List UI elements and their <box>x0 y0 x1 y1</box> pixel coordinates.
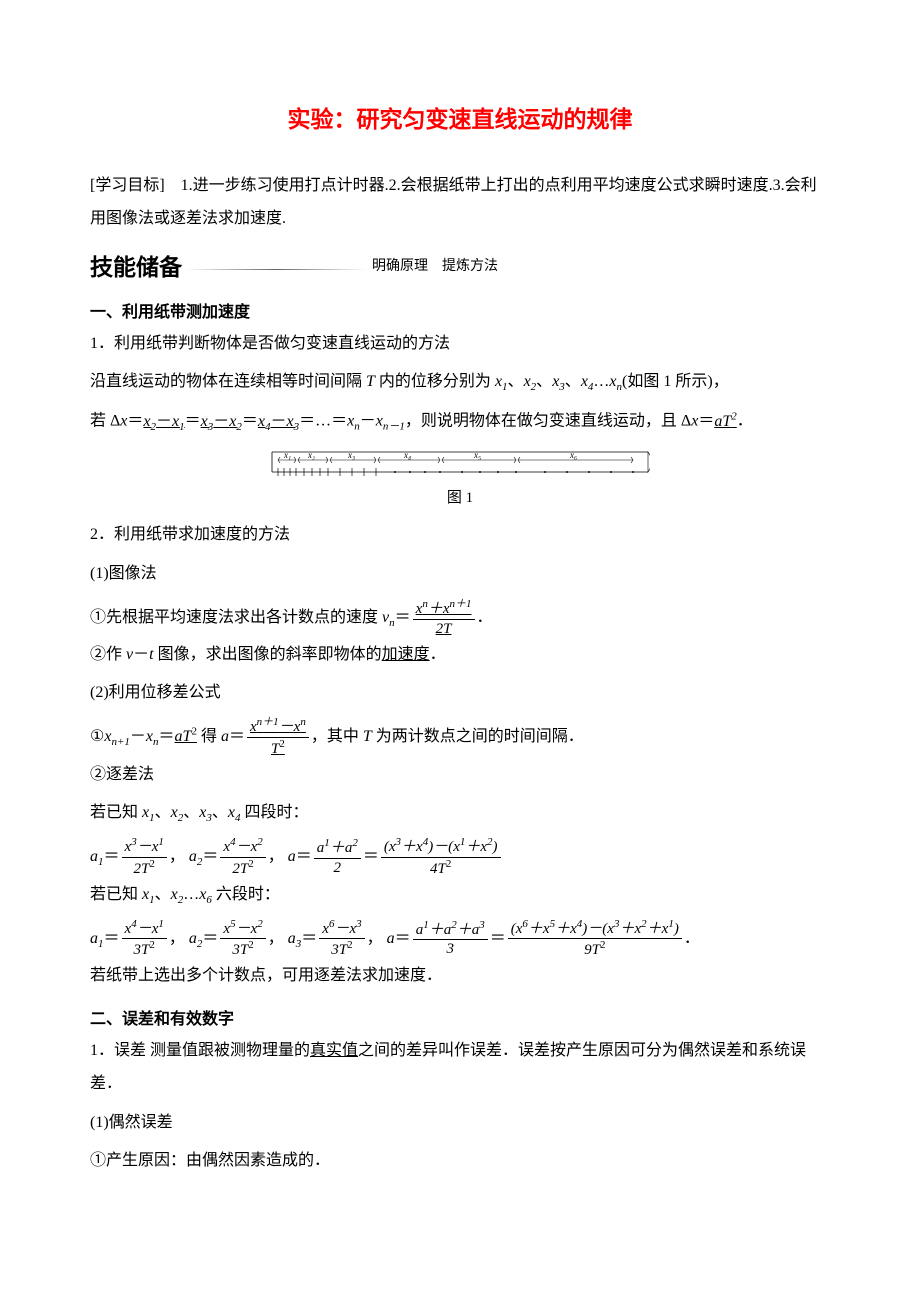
section-1-heading: 一、利用纸带测加速度 <box>90 298 830 322</box>
sec1-p2c: (如图 1 所示)， <box>622 373 729 390</box>
objectives-text: [学习目标] 1.进一步练习使用打点计时器.2.会根据纸带上打出的点利用平均速度… <box>90 170 830 236</box>
method-1: (1)图像法 <box>90 558 830 591</box>
sec1-p2b: 内的位移分别为 <box>375 373 495 390</box>
svg-text:x₄: x₄ <box>403 450 411 460</box>
svg-text:x₆: x₆ <box>569 450 577 460</box>
svg-text:x₅: x₅ <box>473 450 481 460</box>
banner-label: 技能储备 <box>90 248 186 282</box>
sec1-p3a: 若 Δ <box>90 413 120 430</box>
sec3-p3: ①产生原因：由偶然因素造成的． <box>90 1145 830 1178</box>
figure-1-caption: 图 1 <box>90 486 830 507</box>
case-4-formula: a1＝x3－x12T2， a2＝x4－x22T2， a＝a1＋a22＝(x3＋x… <box>90 836 830 879</box>
method-1a: ①先根据平均速度法求出各计数点的速度 vn＝xn＋xn＋12T． <box>90 597 830 639</box>
method-2: (2)利用位移差公式 <box>90 677 830 710</box>
sec1-p3mid: ，则说明物体在做匀变速直线运动，且 Δ <box>405 413 691 430</box>
banner-subtitle: 明确原理 提炼方法 <box>372 255 498 275</box>
sec2-note: 若纸带上选出多个计数点，可用逐差法求加速度． <box>90 960 830 993</box>
method-2a: ①xn+1－xn＝aT2 得 a＝xn＋1－xnT2，其中 T 为两计数点之间的… <box>90 716 830 759</box>
case-6: 若已知 x1、x2…x6 六段时： <box>90 879 830 912</box>
section-2-heading: 二、误差和有效数字 <box>90 1005 830 1029</box>
sec1-p3end: ． <box>737 413 753 430</box>
sec3-p1: 1．误差 测量值跟被测物理量的真实值之间的差异叫作误差．误差按产生原因可分为偶然… <box>90 1035 830 1101</box>
page-title: 实验：研究匀变速直线运动的规律 <box>90 100 830 134</box>
svg-text:x₃: x₃ <box>347 450 355 460</box>
case-4: 若已知 x1、x2、x3、x4 四段时： <box>90 797 830 830</box>
sec2-title: 2．利用纸带求加速度的方法 <box>90 519 830 552</box>
method-2b: ②逐差法 <box>90 759 830 792</box>
svg-text:x₁: x₁ <box>283 450 291 460</box>
skills-banner: 技能储备 明确原理 提炼方法 <box>90 250 830 280</box>
case-6-formula: a1＝x4－x13T2， a2＝x5－x23T2， a3＝x6－x33T2， a… <box>90 918 830 961</box>
method-1b: ②作 v－t 图像，求出图像的斜率即物体的加速度． <box>90 639 830 672</box>
svg-text:x₂: x₂ <box>307 450 315 460</box>
sec1-p3: 若 Δx＝x2－x1＝x3－x2＝x4－x3＝…＝xn－xn－1，则说明物体在做… <box>90 405 830 438</box>
sec1-p2a: 沿直线运动的物体在连续相等时间间隔 <box>90 373 366 390</box>
banner-line <box>186 269 366 270</box>
tape-figure: x₁ x₂ x₃ x₄ x₅ x₆ <box>270 446 650 480</box>
sec1-p1: 1．利用纸带判断物体是否做匀变速直线运动的方法 <box>90 328 830 361</box>
sec3-p2: (1)偶然误差 <box>90 1107 830 1140</box>
sec1-p2: 沿直线运动的物体在连续相等时间间隔 T 内的位移分别为 x1、x2、x3、x4…… <box>90 366 830 399</box>
